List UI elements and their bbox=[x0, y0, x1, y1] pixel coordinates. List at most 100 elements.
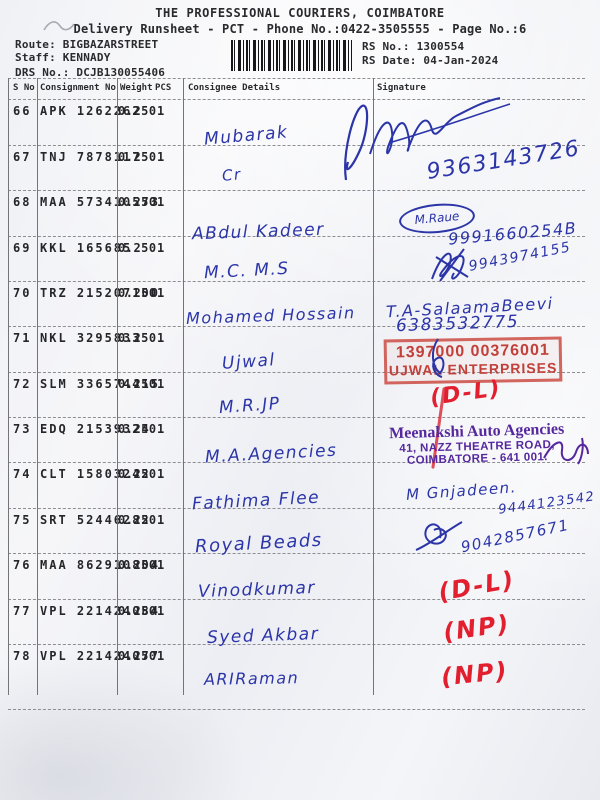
table-row: 78 VPL 221424077 0.250 1 bbox=[8, 645, 585, 710]
row-consignment: TRZ 215207100 bbox=[40, 286, 160, 300]
row-weight: 0.250 bbox=[118, 422, 157, 436]
row-consignment: SLM 336574415 bbox=[40, 377, 160, 391]
row-pcs: 1 bbox=[157, 513, 165, 527]
row-sno: 74 bbox=[13, 467, 32, 481]
consignee-handwriting: Syed Akbar bbox=[206, 624, 320, 648]
table-row: 71 NKL 3295833 0.250 1 bbox=[8, 327, 585, 373]
row-pcs: 1 bbox=[157, 286, 165, 300]
row-weight: 0.250 bbox=[118, 377, 157, 391]
table-row: 75 SRT 52446282 0.250 1 bbox=[8, 509, 585, 554]
table-border-left bbox=[8, 78, 9, 695]
row-pcs: 1 bbox=[157, 331, 165, 345]
table-row: 77 VPL 221424084 0.250 1 bbox=[8, 600, 585, 645]
row-pcs: 1 bbox=[157, 558, 165, 572]
row-weight: 0.250 bbox=[118, 467, 157, 481]
row-sno: 76 bbox=[13, 558, 32, 572]
row-weight: 0.250 bbox=[118, 331, 157, 345]
rs-no-line: RS No.: 1300554 bbox=[362, 40, 464, 53]
page-title: THE PROFESSIONAL COURIERS, COIMBATORE bbox=[155, 6, 445, 20]
row-pcs: 1 bbox=[157, 604, 165, 618]
row-consignment: MAA 573410573 bbox=[40, 195, 160, 209]
row-consignment: NKL 3295833 bbox=[40, 331, 142, 345]
col-header-pcs: PCS bbox=[155, 83, 172, 93]
column-divider bbox=[37, 78, 38, 695]
table-header-row: S No Consignment No Weight PCS Consignee… bbox=[8, 78, 585, 100]
row-pcs: 1 bbox=[157, 195, 165, 209]
row-weight: 0.250 bbox=[118, 649, 157, 663]
table-row: 68 MAA 573410573 0.250 1 bbox=[8, 191, 585, 237]
consignee-handwriting: M.R.JP bbox=[218, 393, 282, 419]
delivery-table: S No Consignment No Weight PCS Consignee… bbox=[8, 78, 585, 710]
route-label: Route: bbox=[15, 38, 56, 51]
column-divider bbox=[373, 78, 374, 695]
row-weight: 0.250 bbox=[118, 286, 157, 300]
barcode bbox=[231, 40, 352, 71]
row-sno: 67 bbox=[13, 150, 32, 164]
row-weight: 0.250 bbox=[118, 150, 157, 164]
row-consignment: CLT 15803242 bbox=[40, 467, 151, 481]
consignee-handwriting: ARIRaman bbox=[203, 668, 300, 689]
stamp-company: UJWAL ENTERPRISES bbox=[388, 359, 558, 379]
ujwal-enterprises-stamp: 1397000 00376001 UJWAL ENTERPRISES bbox=[383, 336, 563, 385]
consignee-handwriting: Cr bbox=[221, 165, 243, 185]
staff-label: Staff: bbox=[15, 51, 56, 64]
row-sno: 70 bbox=[13, 286, 32, 300]
rs-no-label: RS No.: bbox=[362, 40, 410, 53]
row-pcs: 1 bbox=[157, 649, 165, 663]
row-consignment: MAA 862910804 bbox=[40, 558, 160, 572]
rs-date-label: RS Date: bbox=[362, 54, 417, 67]
row-weight: 0.250 bbox=[118, 104, 157, 118]
row-consignment: SRT 52446282 bbox=[40, 513, 151, 527]
row-consignment: VPL 221424077 bbox=[40, 649, 160, 663]
row-sno: 75 bbox=[13, 513, 32, 527]
route-value: BIGBAZARSTREET bbox=[62, 38, 159, 51]
rs-date-value: 04-Jan-2024 bbox=[423, 54, 499, 67]
row-consignment: TNJ 7878117 bbox=[40, 150, 142, 164]
col-header-weight: Weight bbox=[120, 83, 153, 93]
row-sno: 69 bbox=[13, 241, 32, 255]
column-divider bbox=[117, 78, 118, 695]
row-sno: 72 bbox=[13, 377, 32, 391]
row-weight: 0.250 bbox=[118, 195, 157, 209]
rs-date-line: RS Date: 04-Jan-2024 bbox=[362, 54, 498, 67]
stray-pen-mark bbox=[43, 21, 75, 31]
row-pcs: 1 bbox=[157, 104, 165, 118]
row-weight: 0.250 bbox=[118, 241, 157, 255]
row-pcs: 1 bbox=[157, 422, 165, 436]
table-row: 67 TNJ 7878117 0.250 1 bbox=[8, 146, 585, 191]
signature-scribble bbox=[344, 97, 511, 181]
consignee-handwriting: Ujwal bbox=[221, 350, 277, 374]
table-row: 73 EDQ 21539324 0.250 1 bbox=[8, 418, 585, 463]
row-sno: 68 bbox=[13, 195, 32, 209]
row-pcs: 1 bbox=[157, 467, 165, 481]
col-header-consignee: Consignee Details bbox=[188, 83, 281, 93]
signature-name: M.Raue bbox=[413, 209, 460, 227]
rs-no-value: 1300554 bbox=[416, 40, 465, 53]
row-consignment: KKL 165685 bbox=[40, 241, 133, 255]
drs-line: DRS No.: DCJB130055406 bbox=[15, 66, 165, 79]
row-consignment: VPL 221424084 bbox=[40, 604, 160, 618]
table-row: 76 MAA 862910804 0.250 1 bbox=[8, 554, 585, 600]
table-row: 66 APK 1262262 0.250 1 bbox=[8, 100, 585, 146]
row-sno: 66 bbox=[13, 104, 32, 118]
row-pcs: 1 bbox=[157, 241, 165, 255]
row-sno: 71 bbox=[13, 331, 32, 345]
row-consignment: APK 1262262 bbox=[40, 104, 142, 118]
row-pcs: 1 bbox=[157, 377, 165, 391]
col-header-consignment: Consignment No bbox=[40, 83, 116, 93]
route-line: Route: BIGBAZARSTREET bbox=[15, 38, 158, 51]
row-sno: 78 bbox=[13, 649, 32, 663]
row-weight: 0.250 bbox=[118, 604, 157, 618]
table-row: 70 TRZ 215207100 0.250 1 bbox=[8, 282, 585, 327]
row-sno: 73 bbox=[13, 422, 32, 436]
column-divider bbox=[183, 78, 184, 695]
signature-scribble bbox=[543, 437, 589, 465]
drs-value: DCJB130055406 bbox=[76, 66, 166, 79]
row-pcs: 1 bbox=[157, 150, 165, 164]
table-row: 69 KKL 165685 0.250 1 bbox=[8, 237, 585, 282]
consignee-handwriting: Vinodkumar bbox=[197, 577, 317, 603]
staff-value: KENNADY bbox=[62, 51, 111, 64]
signature-scribble bbox=[432, 338, 445, 378]
signature-scribble bbox=[431, 248, 469, 282]
